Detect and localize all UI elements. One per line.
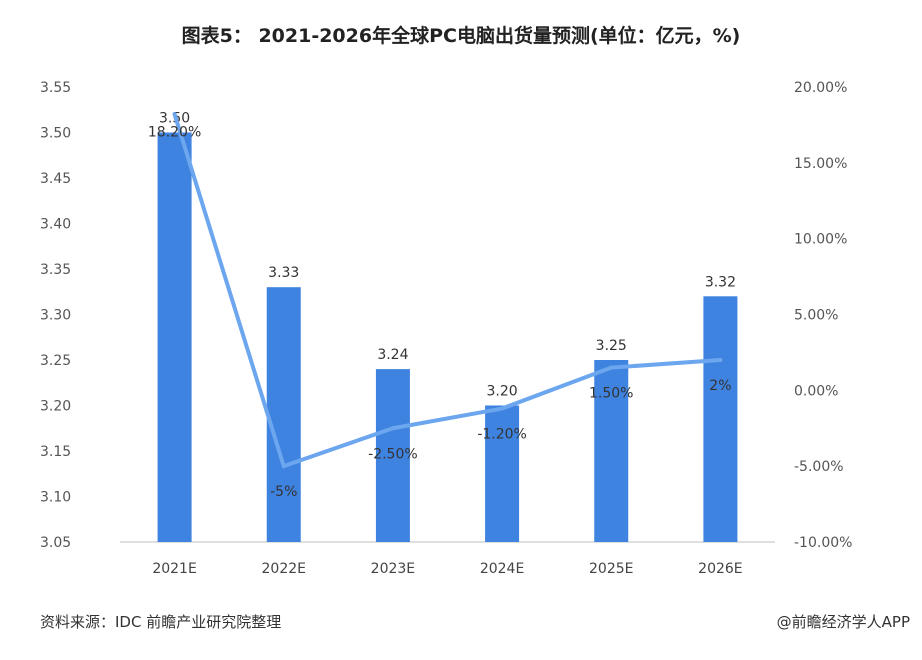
right-tick-label: 5.00% <box>794 308 838 324</box>
line-point <box>281 464 286 469</box>
line-series <box>172 112 723 469</box>
bar-value-label: 3.20 <box>486 384 517 400</box>
left-tick-label: 3.40 <box>40 217 71 233</box>
source-note: 资料来源：IDC 前瞻产业研究院整理 <box>40 613 282 631</box>
line-point <box>390 426 395 431</box>
bar-value-label: 3.25 <box>596 338 627 354</box>
x-tick-label: 2024E <box>480 561 524 577</box>
x-tick-label: 2023E <box>371 561 415 577</box>
brand-credit: @前瞻经济学人APP <box>776 613 910 631</box>
bar-2021E <box>157 132 192 542</box>
line-value-label: -2.50% <box>368 446 418 462</box>
line-value-label: 18.20% <box>148 124 201 140</box>
x-tick-label: 2022E <box>262 561 306 577</box>
bar-series <box>157 132 738 542</box>
line-point <box>172 112 177 117</box>
chart-title: 图表5： 2021-2026年全球PC电脑出货量预测(单位：亿元，%) <box>181 25 741 47</box>
line-value-label: -5% <box>270 484 297 500</box>
right-tick-label: 10.00% <box>794 232 847 248</box>
left-tick-label: 3.05 <box>40 535 71 551</box>
combo-chart: 3.55 3.50 3.45 3.40 3.35 3.30 3.25 3.20 3.15 3.10… <box>40 80 852 577</box>
bar-value-label: 3.33 <box>268 265 299 281</box>
bar-2022E <box>266 287 301 542</box>
line-point <box>500 406 505 411</box>
left-tick-label: 3.55 <box>40 80 71 96</box>
line-point <box>609 365 614 370</box>
line-point <box>718 358 723 362</box>
bar-2025E <box>594 360 629 542</box>
bar-2023E <box>375 369 410 542</box>
bar-value-label: 3.32 <box>705 274 736 290</box>
right-tick-label: -10.00% <box>794 535 852 551</box>
line-value-label: 1.50% <box>589 386 633 402</box>
left-tick-label: 3.10 <box>40 490 71 506</box>
right-tick-label: 15.00% <box>794 156 847 172</box>
x-tick-label: 2021E <box>152 561 196 577</box>
x-tick-label: 2026E <box>698 561 742 577</box>
left-tick-label: 3.50 <box>40 126 71 142</box>
bar-2026E <box>703 296 738 542</box>
left-tick-label: 3.15 <box>40 444 71 460</box>
left-tick-label: 3.25 <box>40 353 71 369</box>
x-tick-label: 2025E <box>589 561 633 577</box>
right-tick-label: 20.00% <box>794 80 847 96</box>
x-axis-categories: 2021E 2022E 2023E 2024E 2025E 2026E <box>152 561 742 577</box>
left-tick-label: 3.20 <box>40 399 71 415</box>
left-tick-label: 3.35 <box>40 262 71 278</box>
left-axis-ticks: 3.55 3.50 3.45 3.40 3.35 3.30 3.25 3.20 3.15 3.10… <box>40 80 71 551</box>
growth-rate-line <box>172 112 723 469</box>
right-tick-label: 0.00% <box>794 383 838 399</box>
left-tick-label: 3.45 <box>40 171 71 187</box>
line-value-label: 2% <box>709 378 731 394</box>
right-tick-label: -5.00% <box>794 459 844 475</box>
right-axis-ticks: 20.00% 15.00% 10.00% 5.00% 0.00% -5.00% -10.00… <box>794 80 852 551</box>
bar-2024E <box>485 405 520 542</box>
bar-data-labels: 3.503.333.243.203.253.32 <box>159 111 736 400</box>
left-tick-label: 3.30 <box>40 308 71 324</box>
line-value-label: -1.20% <box>477 427 527 443</box>
bar-value-label: 3.24 <box>377 347 408 363</box>
line-data-labels: 18.20% -5% -2.50% -1.20% 1.50% 2% <box>148 124 732 500</box>
